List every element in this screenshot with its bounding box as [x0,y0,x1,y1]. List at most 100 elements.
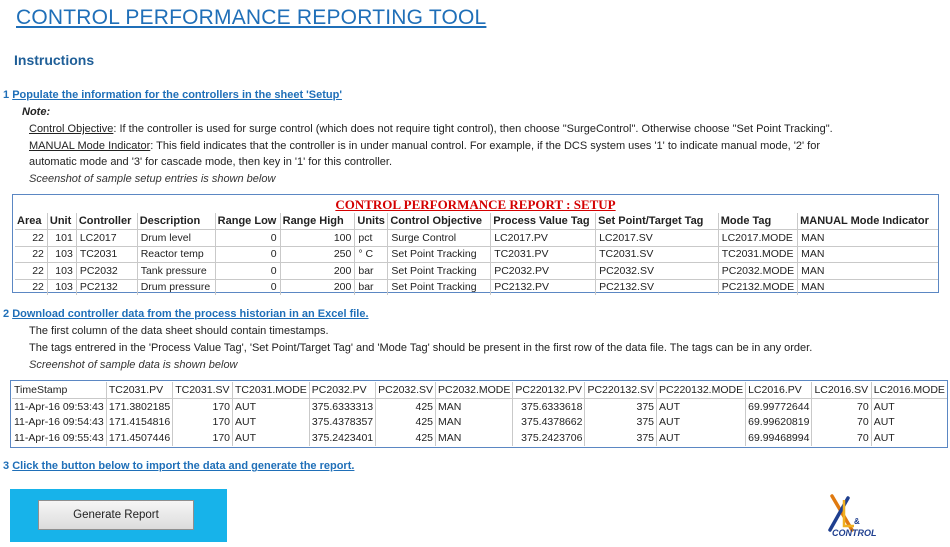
setup-col-header: Description [136,213,216,230]
setup-cell: ° C [354,245,388,263]
data-cell: 11-Apr-16 09:53:43 [14,400,104,413]
data-cell: AUT [656,430,746,446]
setup-cell: 103 [46,245,77,263]
data-cell: 425 [375,430,436,446]
setup-col-header: Range High [279,213,355,230]
setup-cell: 0 [214,262,281,279]
data-cell: 375 [584,414,657,430]
data-col-header: PC220132.MODE [656,382,746,399]
company-logo: & CONTROL [818,490,888,542]
step-3: 3 Click the button below to import the d… [3,460,354,472]
setup-cell: Reactor temp [136,245,216,263]
manual-mode-text-2: automatic mode and '3' for cascade mode,… [29,156,393,168]
data-cell: AUT [232,430,310,446]
data-col-header: TimeStamp [12,382,107,399]
setup-cell: 22 [15,278,48,295]
setup-cell: Tank pressure [136,262,216,279]
data-col-header: PC220132.SV [584,382,657,399]
setup-cell: TC2031.PV [490,245,596,263]
data-col-header: LC2016.MODE [870,382,947,399]
setup-cell: 0 [214,229,281,246]
setup-cell: MAN [797,278,938,295]
generate-report-button[interactable]: Generate Report [38,500,194,530]
setup-col-header: Range Low [214,213,281,230]
step-1: 1 Populate the information for the contr… [3,89,342,101]
setup-col-header: Set Point/Target Tag [595,213,719,230]
setup-cell: 22 [15,262,48,279]
data-col-header: LC2016.PV [745,382,812,399]
step-3-link[interactable]: Click the button below to import the dat… [12,460,355,472]
setup-cell: PC2132.MODE [717,278,798,295]
data-cell: 425 [375,398,436,415]
data-cell: 69.99468994 [745,430,812,446]
setup-cell: 22 [15,245,48,263]
data-col-header: TC2031.MODE [232,382,310,399]
setup-cell: bar [354,278,388,295]
setup-col-header: Process Value Tag [490,213,596,230]
setup-col-header: Area [17,215,42,227]
setup-row: 22 103 PC2032 Tank pressure 0 200 bar Se… [15,262,938,279]
setup-cell: TC2031 [75,245,138,263]
setup-col-header: Controller [75,213,138,230]
data-cell: 70 [811,430,872,446]
data-cell: 70 [811,398,872,415]
data-col-header: PC220132.PV [512,382,585,399]
setup-cell: Drum level [136,229,216,246]
setup-cell: PC2032.SV [595,262,719,279]
data-sample: TimeStamp TC2031.PV TC2031.SV TC2031.MOD… [10,380,948,448]
setup-cell: Set Point Tracking [387,278,491,295]
step-2-link[interactable]: Download controller data from the proces… [12,308,369,320]
setup-cell: Set Point Tracking [387,262,491,279]
setup-cell: 200 [279,262,355,279]
data-col-header: PC2032.MODE [435,382,513,399]
control-objective-note: Control Objective: If the controller is … [29,122,833,137]
data-cell: MAN [435,398,513,415]
setup-row: 22 103 PC2132 Drum pressure 0 200 bar Se… [15,278,938,295]
setup-cell: PC2132.PV [490,278,596,295]
logo-graphic: & CONTROL [828,494,877,538]
manual-mode-text: : This field indicates that the controll… [150,140,821,152]
data-cell: 375.2423706 [512,430,585,446]
data-row: 11-Apr-16 09:53:43 171.3802185 170 AUT 3… [12,398,947,415]
data-cell: 69.99620819 [745,414,812,430]
manual-mode-note: MANUAL Mode Indicator: This field indica… [29,139,820,154]
data-col-header: PC2032.PV [308,382,376,399]
setup-cell: 100 [279,229,355,246]
setup-cell: MAN [797,229,938,246]
svg-text:&: & [854,517,860,526]
control-objective-text: : If the controller is used for surge co… [113,123,833,135]
step-2-line-1: The first column of the data sheet shoul… [29,325,329,337]
data-cell: 171.4507446 [105,430,173,446]
data-cell: 375.6333313 [308,398,376,415]
data-cell: 375.4378357 [308,414,376,430]
setup-row: 22 103 TC2031 Reactor temp 0 250 ° C Set… [15,245,938,263]
data-cell: 11-Apr-16 09:55:43 [14,431,104,444]
data-col-header: TC2031.PV [105,382,173,399]
data-cell: MAN [435,414,513,430]
data-col-header: TC2031.SV [172,382,233,399]
data-cell: 375.2423401 [308,430,376,446]
step-1-link[interactable]: Populate the information for the control… [12,89,342,101]
setup-row: 22 101 LC2017 Drum level 0 100 pct Surge… [15,229,938,246]
data-cell: 375.6333618 [512,398,585,415]
data-cell: AUT [656,414,746,430]
data-cell: 375 [584,398,657,415]
setup-cell: bar [354,262,388,279]
setup-col-header: Units [354,213,388,230]
data-cell: 69.99772644 [745,398,812,415]
note-label: Note: [22,106,51,118]
setup-cell: 22 [15,229,48,246]
setup-cell: LC2017.PV [490,229,596,246]
setup-cell: MAN [797,262,938,279]
setup-cell: LC2017.MODE [717,229,798,246]
data-cell: AUT [870,430,947,446]
step-3-number: 3 [3,460,10,472]
setup-screenshot-note: Sceenshot of sample setup entries is sho… [29,173,276,185]
data-row: 11-Apr-16 09:54:43 171.4154816 170 AUT 3… [12,414,947,430]
setup-cell: MAN [797,245,938,263]
setup-col-header: MANUAL Mode Indicator [797,213,938,230]
setup-col-header: Control Objective [387,213,491,230]
setup-cell: PC2032.PV [490,262,596,279]
setup-cell: 101 [46,229,77,246]
data-cell: 170 [172,414,233,430]
